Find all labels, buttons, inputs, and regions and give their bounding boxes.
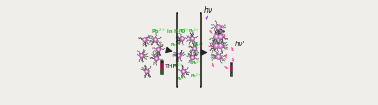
Polygon shape bbox=[210, 44, 213, 47]
Text: Pb$^{2+}$ in H$_2$O: Pb$^{2+}$ in H$_2$O bbox=[151, 26, 186, 37]
Bar bbox=[229, 62, 230, 76]
Bar bbox=[160, 63, 163, 70]
Circle shape bbox=[156, 47, 161, 52]
Bar bbox=[229, 62, 232, 76]
Polygon shape bbox=[223, 34, 225, 38]
Polygon shape bbox=[209, 31, 212, 33]
Text: Pb$^{2+}$: Pb$^{2+}$ bbox=[190, 72, 201, 81]
Polygon shape bbox=[206, 16, 208, 20]
Circle shape bbox=[145, 69, 149, 74]
Bar bbox=[229, 73, 232, 76]
Circle shape bbox=[191, 55, 195, 60]
Text: Pb$^{2+}$: Pb$^{2+}$ bbox=[194, 41, 204, 50]
Circle shape bbox=[177, 53, 181, 58]
Bar bbox=[160, 70, 163, 73]
Polygon shape bbox=[212, 63, 214, 67]
Circle shape bbox=[214, 34, 219, 39]
Bar bbox=[229, 65, 232, 72]
Circle shape bbox=[181, 69, 186, 74]
Polygon shape bbox=[232, 58, 234, 62]
Circle shape bbox=[190, 37, 194, 41]
Text: Pb$^{2+}$: Pb$^{2+}$ bbox=[170, 41, 181, 50]
Circle shape bbox=[216, 25, 221, 30]
Text: Pb$^{2+}$: Pb$^{2+}$ bbox=[188, 27, 199, 36]
Circle shape bbox=[139, 53, 144, 58]
Circle shape bbox=[218, 43, 223, 49]
Circle shape bbox=[153, 38, 158, 42]
Text: Pb$^{2+}$: Pb$^{2+}$ bbox=[172, 62, 183, 71]
Circle shape bbox=[143, 38, 147, 42]
Bar bbox=[160, 60, 163, 74]
Bar bbox=[160, 60, 161, 74]
Text: hν': hν' bbox=[235, 41, 245, 47]
Circle shape bbox=[192, 46, 197, 51]
Circle shape bbox=[216, 54, 221, 59]
Text: Pb$^{2+}$: Pb$^{2+}$ bbox=[178, 27, 189, 36]
Text: Pb$^{2+}$: Pb$^{2+}$ bbox=[191, 58, 203, 68]
Circle shape bbox=[154, 56, 159, 61]
Polygon shape bbox=[231, 47, 234, 51]
Circle shape bbox=[218, 34, 223, 39]
Circle shape bbox=[180, 37, 184, 41]
Polygon shape bbox=[224, 67, 228, 69]
Polygon shape bbox=[225, 54, 227, 58]
Text: hν: hν bbox=[204, 6, 213, 15]
Text: Pb$^{2+}$: Pb$^{2+}$ bbox=[176, 75, 187, 84]
Text: THF: THF bbox=[165, 64, 177, 69]
Circle shape bbox=[214, 43, 219, 49]
